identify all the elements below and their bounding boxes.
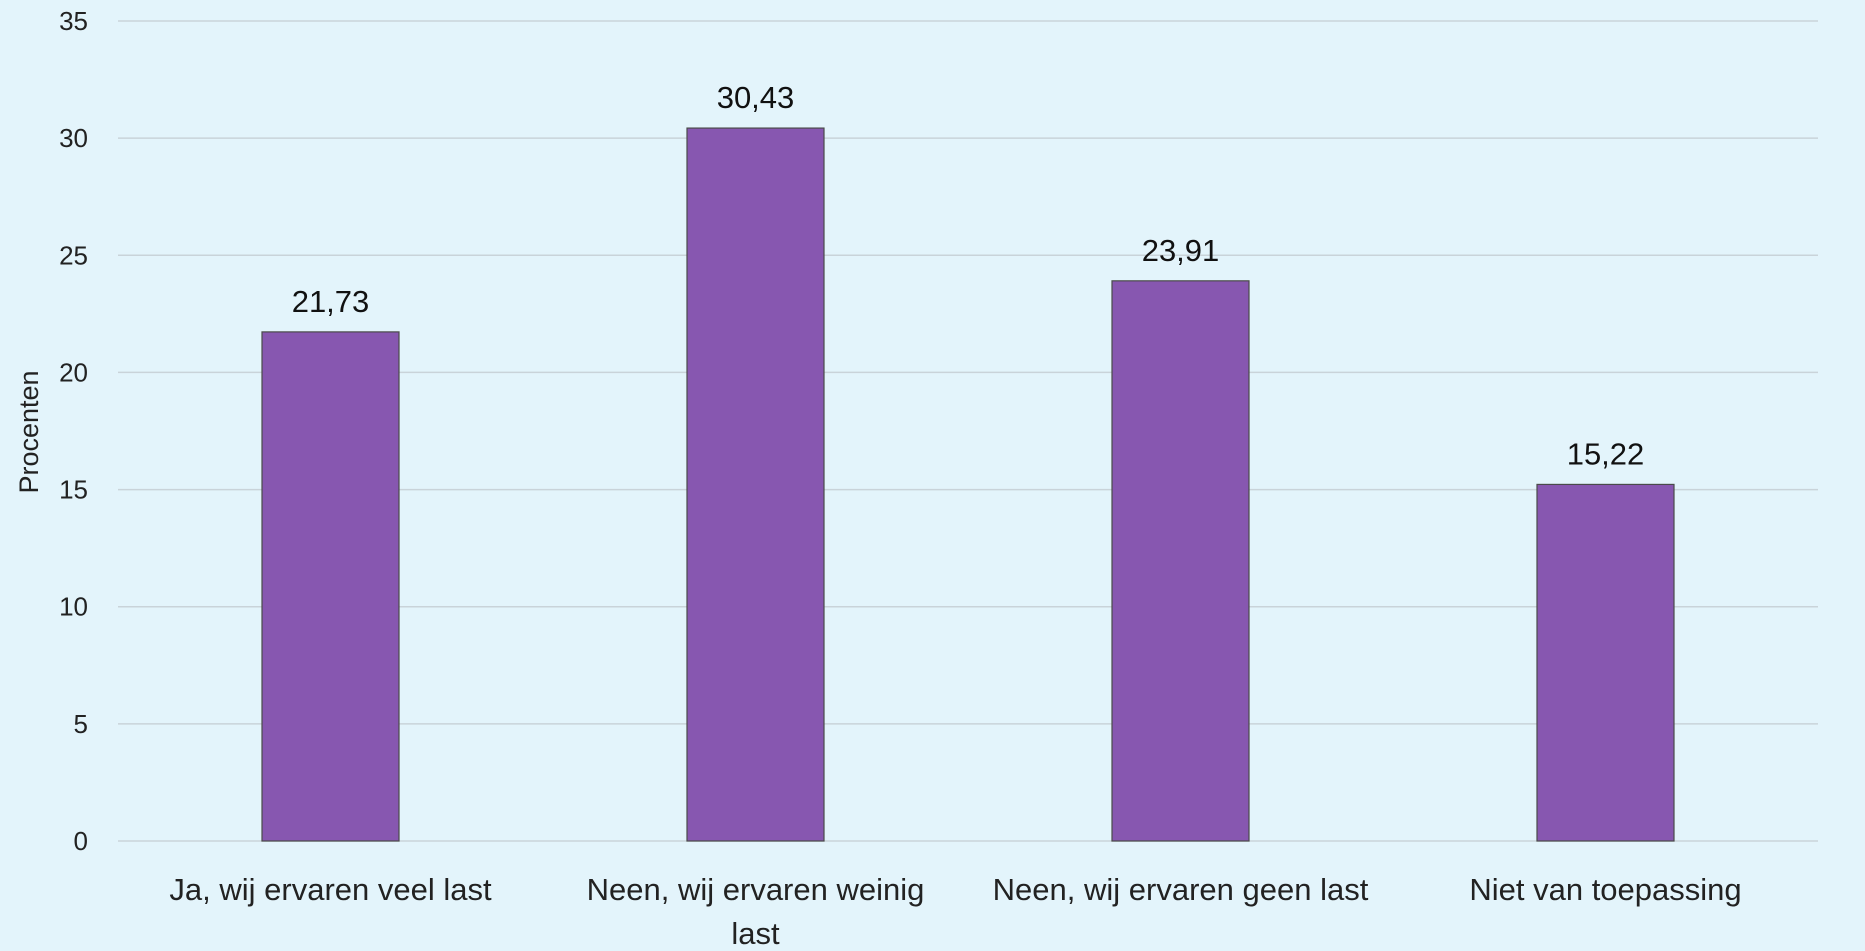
y-tick-label: 30 (59, 123, 88, 153)
y-axis-title: Procenten (14, 370, 44, 493)
data-labels: 21,73 30,43 23,91 15,22 (292, 80, 1645, 471)
bar-data-label: 23,91 (1142, 233, 1220, 268)
gridlines (118, 20, 1818, 842)
y-tick-label: 5 (74, 709, 88, 739)
y-tick-label: 15 (59, 475, 88, 505)
bars (261, 127, 1675, 842)
y-tick-label: 25 (59, 240, 88, 270)
x-category-label: Ja, wij ervaren veel last (169, 872, 492, 907)
bar-data-label: 15,22 (1567, 436, 1645, 471)
x-category-label: Neen, wij ervaren geen last (993, 872, 1369, 907)
bar (686, 127, 825, 842)
y-tick-label: 10 (59, 592, 88, 622)
bar (1536, 483, 1675, 842)
y-tick-label: 0 (74, 826, 88, 856)
y-tick-label: 35 (59, 6, 88, 36)
y-tick-label: 20 (59, 357, 88, 387)
y-axis-ticks: 0 5 10 15 20 25 30 35 (59, 6, 88, 856)
bar (1111, 280, 1250, 842)
x-category-label: Niet van toepassing (1469, 872, 1741, 907)
bar (261, 331, 400, 842)
x-category-label: last (731, 916, 780, 951)
x-axis-categories: Ja, wij ervaren veel last Neen, wij ervar… (169, 872, 1741, 951)
bar-data-label: 21,73 (292, 284, 370, 319)
x-category-label: Neen, wij ervaren weinig (587, 872, 925, 907)
bar-data-label: 30,43 (717, 80, 795, 115)
